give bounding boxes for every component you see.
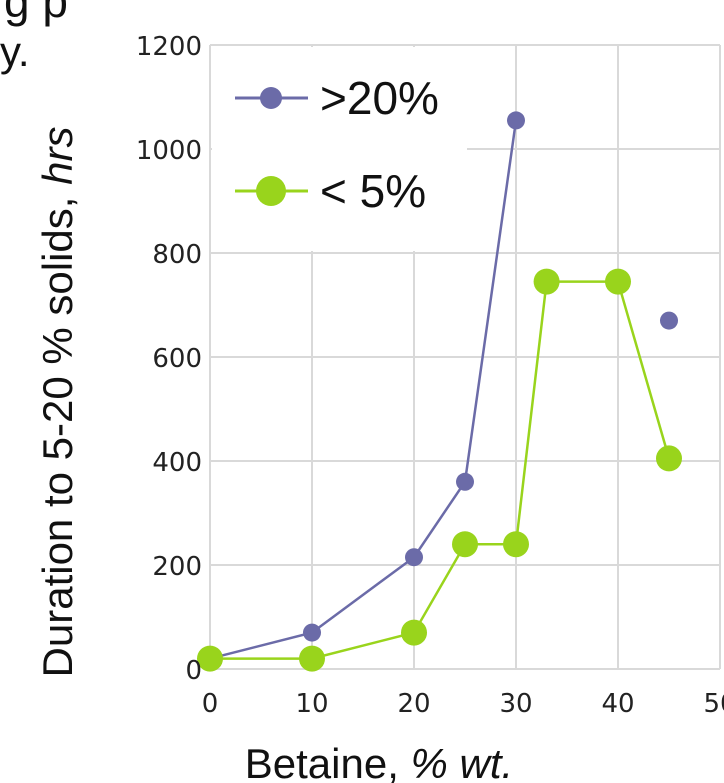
y-tick-label: 0 bbox=[185, 656, 202, 686]
caption-fragment-left: y. bbox=[0, 28, 30, 75]
caption-fragment-top: g p bbox=[0, 0, 724, 28]
x-tick-label: 30 bbox=[499, 689, 532, 719]
line-chart: 0 10 20 30 40 50 0 200 400 600 800 1000 1200 >20% < 5… bbox=[34, 32, 724, 783]
data-point-series-1 bbox=[660, 311, 678, 330]
legend-label-1: >20% bbox=[320, 72, 439, 124]
legend-label-2: < 5% bbox=[320, 165, 426, 217]
data-point-series-2 bbox=[452, 531, 478, 558]
data-point-series-2 bbox=[299, 645, 325, 672]
data-point-series-1 bbox=[507, 111, 525, 130]
y-tick-label: 1000 bbox=[136, 136, 202, 166]
y-tick-label: 200 bbox=[152, 552, 202, 582]
series-line-2 bbox=[210, 280, 671, 660]
x-tick-label: 40 bbox=[601, 689, 634, 719]
data-point-series-2 bbox=[656, 445, 682, 472]
x-tick-label: 0 bbox=[202, 689, 219, 719]
y-axis-label-plain: Duration to 5-20 % solids, bbox=[34, 185, 81, 678]
caption-fragment-top-text: g p bbox=[4, 0, 68, 27]
x-tick-label: 50 bbox=[703, 689, 724, 719]
data-point-series-2 bbox=[197, 645, 223, 672]
data-point-series-1 bbox=[303, 623, 321, 642]
data-point-series-2 bbox=[533, 268, 560, 295]
legend-marker-1 bbox=[260, 87, 282, 109]
y-tick-label: 400 bbox=[152, 448, 202, 478]
legend-marker-2 bbox=[256, 176, 286, 206]
legend: >20% < 5% bbox=[212, 47, 467, 251]
series-layer bbox=[197, 111, 682, 672]
data-point-series-2 bbox=[401, 619, 427, 646]
x-axis-label-plain: Betaine, bbox=[245, 740, 411, 783]
y-axis-label: Duration to 5-20 % solids, hrs bbox=[34, 127, 81, 678]
x-axis-label: Betaine, % wt. bbox=[245, 740, 513, 783]
y-tick-label: 800 bbox=[152, 240, 202, 270]
data-point-series-2 bbox=[605, 268, 631, 295]
x-axis-label-italic: % wt. bbox=[411, 740, 514, 783]
data-point-series-1 bbox=[456, 472, 474, 491]
data-point-series-1 bbox=[405, 548, 423, 567]
y-tick-label: 600 bbox=[152, 344, 202, 374]
data-point-series-2 bbox=[503, 531, 529, 558]
chart-panel: 0 10 20 30 40 50 0 200 400 600 800 1000 1200 >20% < 5… bbox=[30, 28, 724, 783]
y-tick-label: 1200 bbox=[136, 32, 202, 62]
y-axis-label-italic: hrs bbox=[34, 127, 81, 185]
x-tick-label: 20 bbox=[397, 689, 430, 719]
tick-labels: 0 10 20 30 40 50 0 200 400 600 800 1000 1200 bbox=[136, 32, 724, 719]
x-tick-label: 10 bbox=[295, 689, 328, 719]
legend-box bbox=[212, 47, 467, 251]
